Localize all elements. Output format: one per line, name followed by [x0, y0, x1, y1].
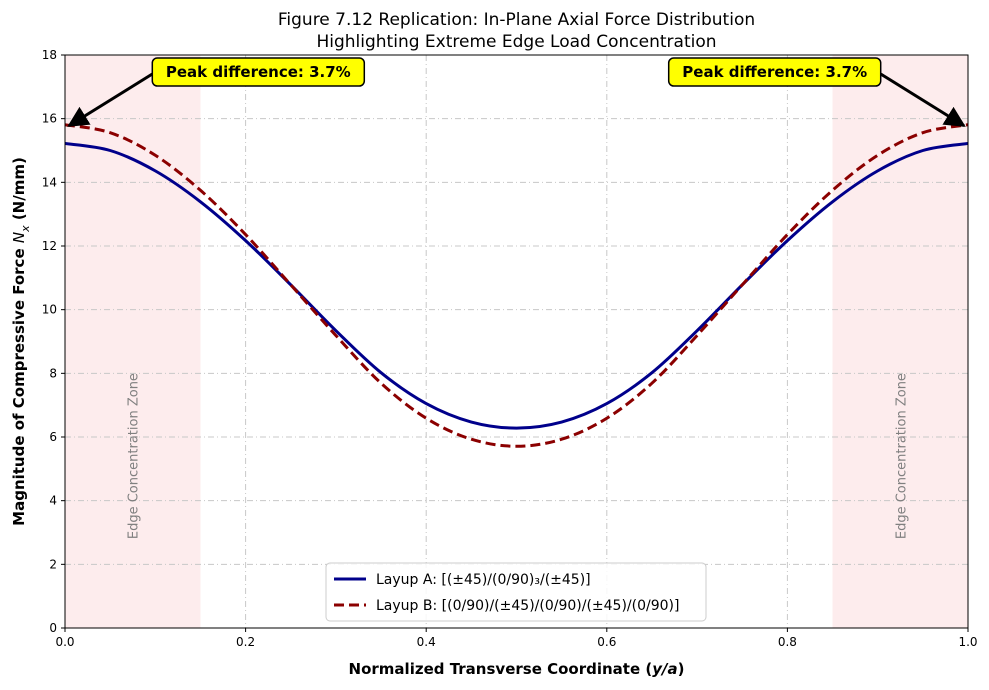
- zone-labels: Edge Concentration Zone Edge Concentratio…: [127, 373, 910, 539]
- y-tick-label-0: 0: [49, 621, 57, 635]
- edge-zone-label-1: Edge Concentration Zone: [127, 373, 142, 539]
- x-tick-label-4: 0.8: [778, 635, 797, 649]
- y-tick-label-1: 2: [49, 557, 57, 571]
- y-tick-label-9: 18: [42, 48, 57, 62]
- series-line-layup-a: [65, 142, 968, 430]
- legend-label-1: Layup A: [(±45)/(0/90)₃/(±45)]: [376, 572, 591, 588]
- y-tick-label-5: 10: [42, 303, 57, 317]
- chart-title-line-1: Figure 7.12 Replication: In-Plane Axial …: [278, 10, 755, 30]
- x-tick-label-5: 1.0: [958, 635, 977, 649]
- y-axis-label: Magnitude of Compressive Force Nx (N/mm): [10, 157, 32, 526]
- series-lines: [65, 123, 968, 448]
- chart-title-line-2: Highlighting Extreme Edge Load Concentra…: [316, 32, 716, 52]
- annotation-arrow-2: [879, 72, 966, 127]
- y-tick-label-7: 14: [42, 175, 57, 189]
- annotation-arrow-1: [67, 72, 154, 127]
- x-tick-label-2: 0.4: [417, 635, 436, 649]
- x-tick-label-1: 0.2: [236, 635, 255, 649]
- annotation-text-2: Peak difference: 3.7%: [682, 63, 867, 81]
- annotations: Peak difference: 3.7% Peak difference: 3.…: [67, 57, 966, 127]
- y-tick-label-2: 4: [49, 494, 57, 508]
- annotation-box-2: [667, 57, 882, 87]
- annotation-text-1: Peak difference: 3.7%: [166, 63, 351, 81]
- plot-frame: [64, 54, 969, 629]
- edge-zone-label-2: Edge Concentration Zone: [894, 373, 909, 539]
- shaded-zones: [65, 55, 968, 628]
- y-tick-label-4: 8: [49, 366, 57, 380]
- x-axis-ticks: 0.0 0.2 0.4 0.6 0.8 1.0: [55, 628, 978, 649]
- legend: Layup A: [(±45)/(0/90)₃/(±45)] Layup B: […: [325, 562, 707, 622]
- x-tick-label-0: 0.0: [55, 635, 74, 649]
- chart-title: Figure 7.12 Replication: In-Plane Axial …: [278, 10, 755, 52]
- y-tick-label-8: 16: [42, 112, 57, 126]
- legend-label-2: Layup B: [(0/90)/(±45)/(0/90)/(±45)/(0/9…: [376, 598, 679, 614]
- annotation-box-1: [151, 57, 366, 87]
- series-line-layup-b: [65, 123, 968, 448]
- edge-zone-1: [65, 55, 201, 628]
- y-tick-label-6: 12: [42, 239, 57, 253]
- x-axis-label: Normalized Transverse Coordinate (y/a): [349, 660, 685, 678]
- y-axis-ticks: 0 2 4 6 8 10 12 14 16 18: [42, 48, 65, 635]
- x-tick-label-3: 0.6: [597, 635, 616, 649]
- legend-box: [325, 562, 707, 622]
- edge-zone-2: [832, 55, 968, 628]
- y-tick-label-3: 6: [49, 430, 57, 444]
